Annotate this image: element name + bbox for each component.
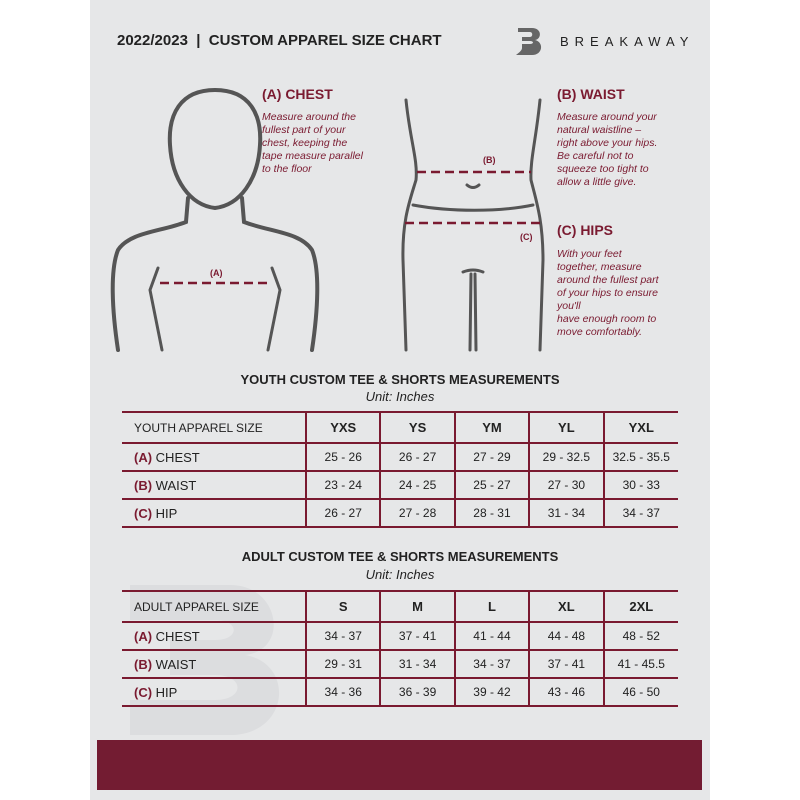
table-row: (B) WAIST 29 - 31 31 - 34 34 - 37 37 - 41 41 … (122, 649, 678, 679)
size-header: XL (528, 590, 604, 623)
size-header: S (304, 590, 381, 623)
upper-body-figure (110, 87, 320, 352)
brand-name: BREAKAWAY (560, 34, 695, 49)
torso-figure (401, 98, 545, 352)
body-diagrams: (A) (B) (C) (110, 87, 545, 352)
table-cell: 36 - 39 (379, 677, 455, 707)
size-header: YL (528, 411, 604, 444)
chest-heading: (A) CHEST (262, 86, 333, 102)
size-header: YXS (304, 411, 381, 444)
page-title: 2022/2023 | CUSTOM APPAREL SIZE CHART (117, 32, 442, 49)
size-header: YM (453, 411, 530, 444)
table-cell: 28 - 31 (453, 498, 530, 528)
table-cell: 26 - 27 (304, 498, 381, 528)
size-label: YOUTH APPAREL SIZE (122, 411, 306, 444)
table-header-row: YOUTH APPAREL SIZE YXS YS YM YL YXL (122, 411, 678, 444)
table-cell: 43 - 46 (528, 677, 604, 707)
table-row: (A) CHEST 25 - 26 26 - 27 27 - 29 29 - 32.5 3… (122, 442, 678, 472)
breakaway-logo-icon (516, 28, 542, 55)
waist-instructions: Measure around your natural waistline – … (557, 111, 658, 188)
table-cell: 41 - 45.5 (602, 649, 678, 679)
table-cell: 30 - 33 (602, 470, 678, 500)
measurement-letter: (C) (134, 684, 153, 700)
youth-unit: Unit: Inches (365, 389, 435, 404)
hip-marker: (C) (520, 232, 533, 242)
size-label: ADULT APPAREL SIZE (122, 590, 306, 623)
chest-instructions: Measure around the fullest part of your … (262, 111, 363, 175)
table-cell: 24 - 25 (379, 470, 455, 500)
table-cell: 32.5 - 35.5 (602, 442, 678, 472)
measurement-name: WAIST (155, 656, 197, 672)
measurement-letter: (A) (134, 449, 153, 465)
measurement-letter: (B) (134, 656, 153, 672)
measurement-name: CHEST (155, 449, 200, 465)
measurement-label: (C) HIP (122, 498, 306, 528)
measurement-label: (A) CHEST (122, 442, 306, 472)
waist-heading: (B) WAIST (557, 86, 625, 102)
table-cell: 25 - 27 (453, 470, 530, 500)
adult-size-table: ADULT APPAREL SIZE S M L XL 2XL (A) CHEST 34 - … (122, 590, 678, 707)
table-cell: 29 - 31 (304, 649, 381, 679)
adult-section-title: ADULT CUSTOM TEE & SHORTS MEASUREMENTS (241, 549, 559, 564)
size-header: 2XL (602, 590, 678, 623)
size-header: YS (379, 411, 455, 444)
table-cell: 27 - 29 (453, 442, 530, 472)
table-cell: 23 - 24 (304, 470, 381, 500)
table-header-row: ADULT APPAREL SIZE S M L XL 2XL (122, 590, 678, 623)
measurement-label: (B) WAIST (122, 649, 306, 679)
measurement-label: (B) WAIST (122, 470, 306, 500)
measurement-label: (A) CHEST (122, 621, 306, 651)
measurement-name: WAIST (155, 477, 197, 493)
table-cell: 39 - 42 (453, 677, 530, 707)
youth-section-title: YOUTH CUSTOM TEE & SHORTS MEASUREMENTS (240, 372, 560, 387)
table-row: (A) CHEST 34 - 37 37 - 41 41 - 44 44 - 48 48 … (122, 621, 678, 651)
table-cell: 37 - 41 (379, 621, 455, 651)
table-cell: 27 - 28 (379, 498, 455, 528)
table-row: (C) HIP 34 - 36 36 - 39 39 - 42 43 - 46 46 - … (122, 677, 678, 707)
measurement-letter: (B) (134, 477, 153, 493)
measurement-name: CHEST (155, 628, 200, 644)
table-cell: 31 - 34 (379, 649, 455, 679)
adult-unit: Unit: Inches (365, 567, 435, 582)
size-header: M (379, 590, 455, 623)
table-cell: 31 - 34 (528, 498, 604, 528)
measurement-name: HIP (155, 505, 178, 521)
table-cell: 37 - 41 (528, 649, 604, 679)
table-cell: 48 - 52 (602, 621, 678, 651)
table-cell: 34 - 36 (304, 677, 381, 707)
waist-marker: (B) (483, 155, 496, 165)
table-cell: 25 - 26 (304, 442, 381, 472)
table-cell: 27 - 30 (528, 470, 604, 500)
size-header: L (453, 590, 530, 623)
table-cell: 26 - 27 (379, 442, 455, 472)
table-cell: 34 - 37 (602, 498, 678, 528)
hips-instructions: With your feet together, measure around … (557, 248, 659, 338)
hips-heading: (C) HIPS (557, 222, 613, 238)
measurement-letter: (A) (134, 628, 153, 644)
table-row: (C) HIP 26 - 27 27 - 28 28 - 31 31 - 34 34 - … (122, 498, 678, 528)
table-cell: 46 - 50 (602, 677, 678, 707)
table-cell: 29 - 32.5 (528, 442, 604, 472)
table-cell: 44 - 48 (528, 621, 604, 651)
measurement-name: HIP (155, 684, 178, 700)
chest-marker: (A) (210, 268, 223, 278)
measurement-label: (C) HIP (122, 677, 306, 707)
table-cell: 41 - 44 (453, 621, 530, 651)
table-cell: 34 - 37 (453, 649, 530, 679)
youth-size-table: YOUTH APPAREL SIZE YXS YS YM YL YXL (A) CHEST 2… (122, 411, 678, 528)
table-cell: 34 - 37 (304, 621, 381, 651)
footer-band (97, 740, 702, 790)
size-header: YXL (602, 411, 678, 444)
measurement-letter: (C) (134, 505, 153, 521)
table-row: (B) WAIST 23 - 24 24 - 25 25 - 27 27 - 30 30 … (122, 470, 678, 500)
